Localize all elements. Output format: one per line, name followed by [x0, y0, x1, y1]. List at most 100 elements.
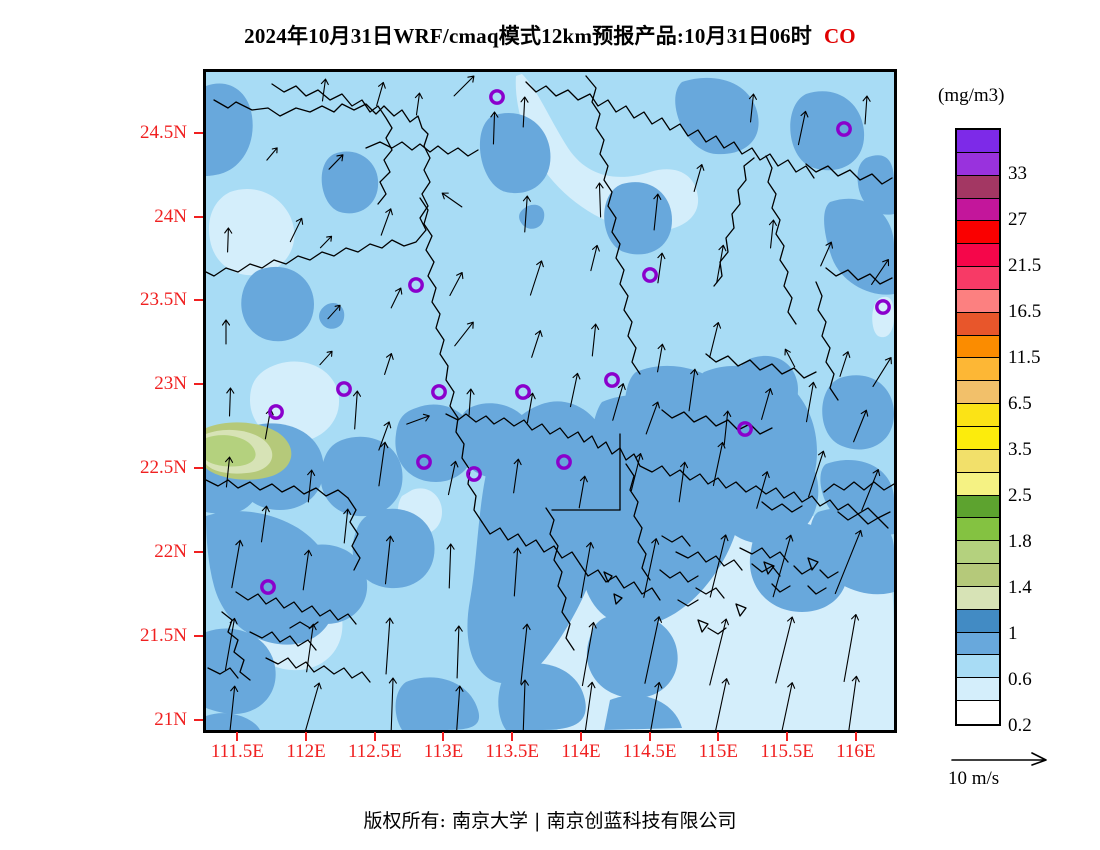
colorbar-band	[957, 586, 999, 610]
wind-vector-field	[221, 75, 892, 730]
y-axis-tick-mark	[194, 131, 203, 134]
x-axis-tick-mark	[579, 732, 582, 741]
colorbar-band	[957, 335, 999, 359]
colorbar-band	[957, 152, 999, 176]
x-axis-tick-mark	[648, 732, 651, 741]
colorbar-tick-label: 0.2	[1008, 715, 1032, 736]
colorbar-tick-label: 6.5	[1008, 393, 1032, 414]
city-marker	[268, 404, 284, 420]
colorbar-band	[957, 518, 999, 542]
x-axis-tick-label: 114E	[561, 741, 601, 762]
contour-band-0.6	[206, 77, 894, 730]
colorbar-band	[957, 312, 999, 336]
y-axis-tick-mark	[194, 215, 203, 218]
city-marker	[515, 384, 531, 400]
x-axis-tick-label: 112E	[286, 741, 326, 762]
y-axis-tick-mark	[194, 718, 203, 721]
colorbar-band	[957, 609, 999, 633]
x-axis-tick-mark	[717, 732, 720, 741]
colorbar-band	[957, 564, 999, 587]
colorbar-band	[957, 289, 999, 313]
x-axis-tick-label: 114.5E	[622, 741, 677, 762]
x-axis-tick-mark	[511, 732, 514, 741]
city-marker	[408, 277, 424, 293]
x-axis-tick-label: 113.5E	[485, 741, 540, 762]
x-axis-tick-label: 111.5E	[210, 741, 264, 762]
city-marker	[556, 454, 572, 470]
colorbar-unit-label: (mg/m3)	[938, 85, 1005, 106]
colorbar-tick-label: 2.5	[1008, 485, 1032, 506]
y-axis-tick-mark	[194, 383, 203, 386]
colorbar-tick-label: 16.5	[1008, 301, 1042, 322]
colorbar-band	[957, 381, 999, 405]
colorbar-tick-label: 1.8	[1008, 531, 1032, 552]
colorbar-tick-label: 3.5	[1008, 439, 1032, 460]
city-marker	[737, 421, 753, 437]
y-axis-tick-label: 22.5N	[140, 457, 187, 479]
colorbar-tick-label: 1	[1008, 623, 1018, 644]
x-axis-tick-mark	[854, 732, 857, 741]
x-axis-tick-label: 113E	[423, 741, 464, 762]
colorbar-band	[957, 678, 999, 702]
wind-scale-arrow	[948, 748, 1088, 768]
city-marker	[836, 121, 852, 137]
colorbar-band	[957, 449, 999, 473]
administrative-boundaries	[206, 75, 894, 683]
wind-scale-label: 10 m/s	[948, 768, 1000, 789]
colorbar-tick-label: 27	[1008, 209, 1027, 230]
x-axis-tick-mark	[442, 732, 445, 741]
y-axis-tick-label: 23N	[154, 373, 187, 395]
city-marker	[336, 381, 352, 397]
page-title: 2024年10月31日WRF/cmaq模式12km预报产品:10月31日06时 C…	[0, 20, 1100, 50]
x-axis-tick-mark	[236, 732, 239, 741]
x-axis-tick-mark	[373, 732, 376, 741]
colorbar-band	[957, 267, 999, 290]
colorbar-tick-label: 11.5	[1008, 347, 1041, 368]
city-marker	[604, 372, 620, 388]
colorbar-band	[957, 198, 999, 222]
y-axis-tick-label: 21N	[154, 708, 187, 730]
city-marker	[466, 466, 482, 482]
colorbar-band	[957, 244, 999, 268]
colorbar-band	[957, 495, 999, 519]
y-axis-tick-label: 22N	[154, 540, 187, 562]
city-marker	[260, 579, 276, 595]
x-axis-tick-label: 115E	[698, 741, 739, 762]
y-axis-tick-mark	[194, 467, 203, 470]
colorbar-band	[957, 175, 999, 199]
x-axis-tick-label: 115.5E	[760, 741, 814, 762]
colorbar-band	[957, 358, 999, 382]
colorbar[interactable]	[955, 128, 1001, 726]
copyright-footer: 版权所有: 南京大学 | 南京创蓝科技有限公司	[363, 810, 737, 832]
city-marker	[875, 299, 891, 315]
x-axis-tick-mark	[305, 732, 308, 741]
y-axis-tick-label: 23.5N	[140, 289, 187, 311]
colorbar-band	[957, 632, 999, 656]
y-axis-tick-label: 24.5N	[140, 121, 187, 143]
colorbar-band	[957, 221, 999, 245]
city-markers	[260, 89, 891, 595]
title-species-label: CO	[823, 24, 856, 48]
y-axis-tick-mark	[194, 550, 203, 553]
colorbar-band	[957, 541, 999, 565]
colorbar-tick-label: 33	[1008, 163, 1027, 184]
colorbar-band	[957, 130, 999, 153]
y-axis-tick-mark	[194, 299, 203, 302]
x-axis-tick-label: 116E	[836, 741, 876, 762]
city-marker	[416, 454, 432, 470]
colorbar-band	[957, 404, 999, 427]
colorbar-band	[957, 472, 999, 496]
title-main-text: 2024年10月31日WRF/cmaq模式12km预报产品:10月31日06时	[244, 24, 812, 48]
city-marker	[431, 384, 447, 400]
map-plot-area[interactable]	[203, 69, 897, 733]
colorbar-tick-label: 21.5	[1008, 255, 1042, 276]
colorbar-tick-label: 1.4	[1008, 577, 1032, 598]
colorbar-band	[957, 655, 999, 679]
y-axis-tick-mark	[194, 634, 203, 637]
x-axis-tick-mark	[786, 732, 789, 741]
city-marker	[489, 89, 505, 105]
y-axis-tick-label: 24N	[154, 205, 187, 227]
city-marker	[642, 267, 658, 283]
colorbar-band	[957, 701, 999, 724]
